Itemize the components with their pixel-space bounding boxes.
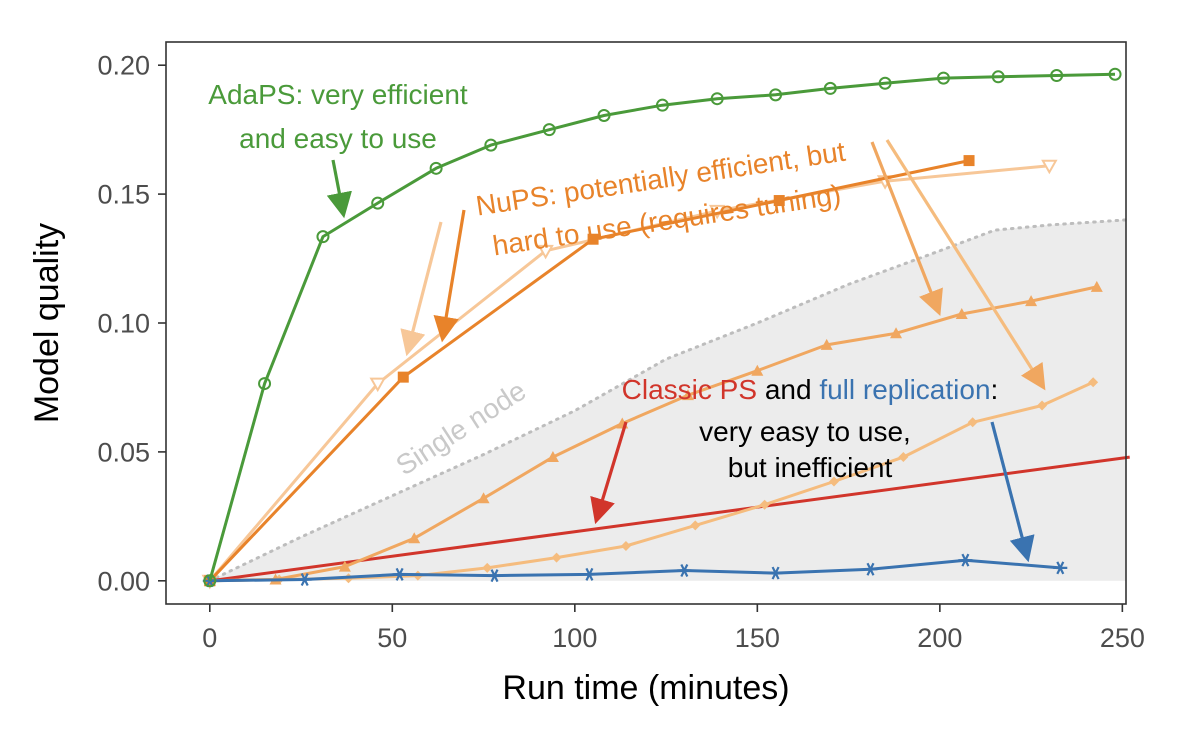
full_replication-point (768, 566, 783, 580)
adaps-point (1050, 69, 1064, 83)
nups_pale-point (620, 540, 631, 551)
nups_light-point (537, 244, 554, 260)
adaps-point (710, 92, 724, 106)
nups_mid-point (477, 492, 490, 504)
adaps-point (371, 196, 385, 210)
adaps-point (1108, 67, 1122, 81)
nups_dark-point (963, 155, 975, 167)
full_replication-line (209, 558, 1061, 583)
nups_mid-point (955, 307, 968, 319)
annotation-arrows (326, 139, 1046, 563)
nups_pale-point (1037, 400, 1048, 411)
full-replication-arrow (990, 421, 1035, 563)
full_replication-point (677, 563, 692, 577)
nups_dark-point (397, 371, 409, 383)
series-adaps (203, 67, 1122, 588)
nups_mid-point (408, 532, 421, 544)
adaps-point (769, 88, 783, 102)
adaps-annotation-line2: and easy to use (239, 123, 437, 154)
full_replication-point (582, 567, 597, 581)
nups_light-point (1041, 159, 1058, 175)
series-layer (201, 67, 1130, 590)
nups-arrow-dark (433, 209, 466, 343)
nups-arrow-light (400, 221, 443, 357)
adaps-point (823, 81, 837, 95)
full_replication-point (958, 553, 973, 567)
nups-arrow-pale (885, 139, 1046, 391)
nups_mid-point (890, 327, 903, 339)
nups_mid-point (751, 364, 764, 376)
adaps-point (936, 71, 950, 85)
colon-label: : (991, 374, 999, 405)
adaps-point (484, 138, 498, 152)
full_replication-point (1053, 561, 1068, 575)
axes: 0 50 100 150 200 250 0.00 0.05 0.10 0.15 0.20 (97, 51, 1144, 653)
x-tick-label: 200 (917, 623, 962, 653)
nups_pale-point (690, 520, 701, 531)
adaps-point (542, 123, 556, 137)
series-nups_mid (203, 280, 1103, 586)
nups_dark-point (587, 233, 599, 245)
full_replication-point (487, 569, 502, 583)
nups-arrow-mid (870, 141, 943, 316)
series-full_replication (202, 553, 1068, 588)
nups_mid-point (546, 451, 559, 463)
single-node-boundary (208, 218, 1128, 583)
and-label: and (757, 374, 819, 405)
full_replication-point (297, 573, 312, 587)
nups_mid-point (820, 338, 833, 350)
classic-ps-label: Classic PS (622, 374, 757, 405)
nups_mid-point (681, 389, 694, 401)
nups_mid-point (338, 560, 351, 572)
adaps-point (258, 377, 272, 391)
adaps-annotation-line1: AdaPS: very efficient (208, 79, 468, 110)
y-tick-label: 0.20 (97, 51, 150, 81)
adaps-point (597, 108, 611, 122)
adaps-point (203, 574, 217, 588)
x-tick-label: 100 (552, 623, 597, 653)
nups_pale-point (759, 499, 770, 510)
x-tick-label: 0 (202, 623, 217, 653)
adaps-point (429, 161, 443, 175)
y-axis-title: Model quality (28, 223, 66, 423)
adaps-point (316, 230, 330, 244)
nups_mid-line (209, 285, 1098, 583)
full_replication-point (392, 567, 407, 581)
inefficient-annotation-line3: but inefficient (728, 452, 893, 483)
nups_dark-point (773, 195, 785, 207)
adaps-point (991, 70, 1005, 84)
nups_pale-point (1088, 377, 1099, 388)
nups_mid-point (1090, 280, 1103, 292)
x-axis-title: Run time (minutes) (502, 669, 789, 707)
nups_pale-point (482, 562, 493, 573)
y-tick-label: 0.00 (97, 566, 150, 596)
nups_pale-point (898, 452, 909, 463)
classic-annotation-line1: Classic PS and full replication: (622, 374, 999, 405)
adaps-line (208, 72, 1116, 582)
x-tick-label: 150 (735, 623, 780, 653)
nups_light-point (369, 377, 386, 393)
nups_pale-point (967, 417, 978, 428)
inefficient-annotation-line2: very easy to use, (699, 416, 911, 447)
adaps-point (655, 98, 669, 112)
classic-arrow (590, 421, 628, 525)
adaps-point (878, 76, 892, 90)
x-tick-label: 250 (1100, 623, 1145, 653)
single-node-area (209, 219, 1127, 581)
nups_pale-point (828, 476, 839, 487)
y-tick-label: 0.15 (97, 180, 150, 210)
single-node-band (208, 218, 1128, 583)
adaps-arrow (326, 159, 352, 219)
y-tick-label: 0.10 (97, 309, 150, 339)
x-tick-label: 50 (377, 623, 407, 653)
nups_mid-point (1025, 295, 1038, 307)
full-replication-label: full replication (819, 374, 990, 405)
nups_pale-point (551, 552, 562, 563)
full_replication-point (863, 562, 878, 576)
y-tick-label: 0.05 (97, 437, 150, 467)
